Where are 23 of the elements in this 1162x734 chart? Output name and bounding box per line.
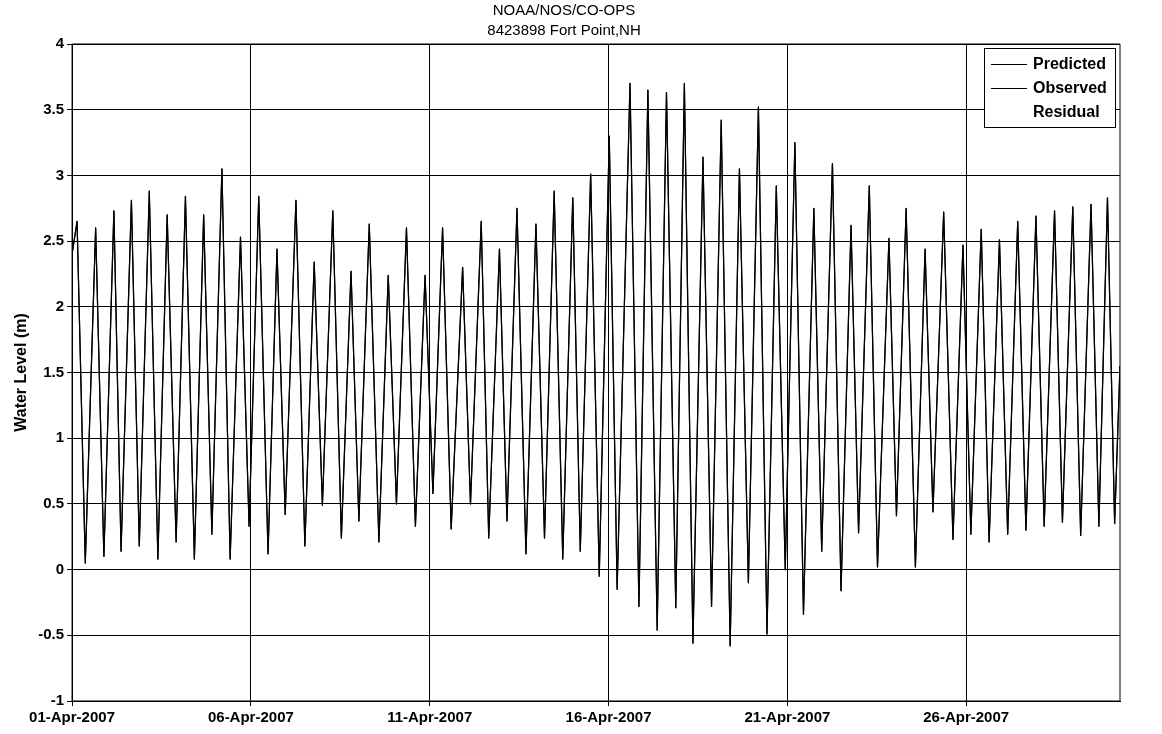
chart-title: NOAA/NOS/CO-OPS <box>492 1 636 19</box>
y-tick-label: 2 <box>55 296 65 314</box>
legend-label: Observed <box>1033 79 1107 97</box>
x-tick-label: 21-Apr-2007 <box>744 708 831 726</box>
x-tick-label: 11-Apr-2007 <box>387 708 473 726</box>
y-tick-label: 0 <box>55 559 65 577</box>
y-tick-label: 1.5 <box>43 362 65 380</box>
y-tick-label: 3 <box>55 165 65 183</box>
x-tick-label: 16-Apr-2007 <box>565 708 652 726</box>
y-tick-label: 0.5 <box>43 494 65 512</box>
x-tick-label: 26-Apr-2007 <box>923 708 1010 726</box>
x-tick-label: 01-Apr-2007 <box>29 708 115 726</box>
y-tick-label: 4 <box>55 34 65 52</box>
y-tick-label: 1 <box>55 428 65 446</box>
y-tick-label: 2.5 <box>43 231 65 249</box>
legend-label: Predicted <box>1033 55 1106 73</box>
y-axis-title: Water Level (m) <box>12 313 30 432</box>
annotation: Residual <box>1033 103 1100 121</box>
y-tick-label: -1 <box>50 691 65 709</box>
x-tick-label: 06-Apr-2007 <box>207 708 294 726</box>
y-tick-label: -0.5 <box>38 625 65 643</box>
chart-subtitle: 8423898 Fort Point,NH <box>487 21 641 39</box>
y-tick-label: 3.5 <box>43 99 65 117</box>
